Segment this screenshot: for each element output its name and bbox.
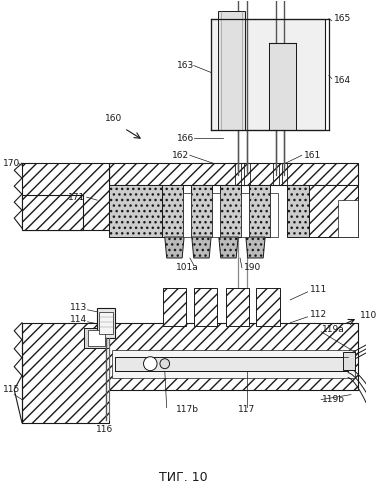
Bar — [269, 42, 296, 130]
Bar — [220, 185, 241, 237]
Bar — [218, 10, 245, 130]
Bar — [183, 193, 191, 237]
Text: 112: 112 — [310, 310, 327, 320]
Bar — [84, 328, 109, 347]
Bar — [88, 330, 105, 345]
Text: 116: 116 — [96, 425, 114, 434]
Bar — [257, 288, 280, 326]
Bar — [163, 288, 186, 326]
Circle shape — [160, 358, 169, 368]
Text: 163: 163 — [177, 61, 194, 70]
Bar — [114, 356, 348, 370]
Bar — [109, 323, 358, 390]
Bar — [309, 185, 358, 237]
Text: 115: 115 — [3, 385, 20, 394]
Bar — [191, 185, 212, 237]
Bar — [338, 200, 358, 237]
Text: 119a: 119a — [322, 326, 345, 334]
Bar — [211, 18, 325, 130]
Text: 165: 165 — [334, 14, 351, 23]
Circle shape — [144, 356, 157, 370]
Text: 111: 111 — [310, 286, 327, 294]
Text: 119b: 119b — [322, 395, 345, 404]
Text: 114: 114 — [70, 316, 87, 324]
Bar — [22, 163, 109, 230]
Bar — [343, 352, 355, 370]
Text: 162: 162 — [172, 151, 189, 160]
Bar — [194, 288, 217, 326]
Text: ΤИГ. 10: ΤИГ. 10 — [159, 471, 207, 484]
Text: 190: 190 — [244, 264, 261, 272]
Text: 117b: 117b — [175, 405, 199, 414]
Text: 161: 161 — [304, 151, 321, 160]
Polygon shape — [246, 237, 265, 258]
Bar — [162, 185, 183, 237]
Text: 164: 164 — [334, 76, 351, 85]
Bar — [212, 193, 220, 237]
Text: 117: 117 — [238, 405, 255, 414]
Bar — [97, 308, 114, 338]
Bar — [22, 323, 109, 422]
Bar — [109, 163, 358, 185]
Text: 160: 160 — [105, 114, 122, 123]
Bar — [226, 288, 249, 326]
Bar — [249, 185, 270, 237]
Text: 171: 171 — [68, 192, 86, 202]
Bar — [22, 195, 83, 230]
Text: 113: 113 — [70, 304, 88, 312]
Polygon shape — [219, 237, 238, 258]
Bar — [287, 185, 309, 237]
Bar — [241, 193, 249, 237]
Text: 170: 170 — [3, 158, 20, 168]
Bar — [99, 312, 113, 334]
Text: 110: 110 — [360, 312, 377, 320]
Bar — [270, 193, 278, 237]
Polygon shape — [165, 237, 184, 258]
Bar — [112, 350, 355, 378]
Text: 101a: 101a — [175, 264, 198, 272]
Text: 166: 166 — [177, 134, 194, 143]
Polygon shape — [192, 237, 211, 258]
Bar — [109, 185, 162, 237]
